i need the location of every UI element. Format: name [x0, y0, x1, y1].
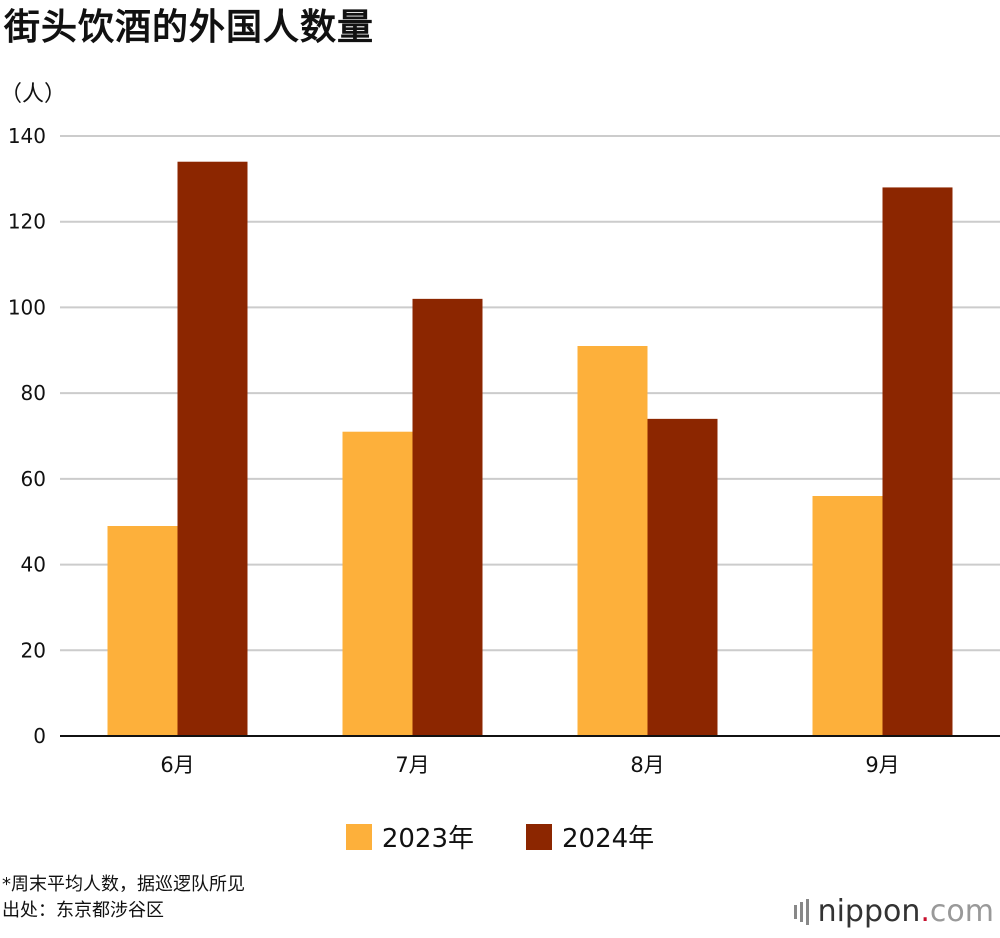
- nippon-logo: nippon. com: [793, 894, 994, 929]
- x-tick-label-9: 9月: [865, 753, 899, 777]
- brand-dot: .: [920, 894, 930, 929]
- y-tick-label-40: 40: [21, 553, 46, 577]
- bar-2023年-7月: [342, 431, 413, 736]
- bar-2024年-7月: [412, 298, 483, 736]
- footnote-source: 出处：东京都涉谷区: [2, 900, 164, 921]
- footnote-line-1: *周末平均人数，据巡逻队所见: [2, 874, 245, 895]
- legend-label-2023: 2023年: [381, 824, 474, 854]
- y-tick-label-120: 120: [8, 210, 46, 234]
- legend-label-2024: 2024年: [562, 824, 655, 854]
- legend: 2023年 2024年: [0, 818, 1000, 855]
- brand-name: nippon: [817, 894, 921, 929]
- chart-title: 街头饮酒的外国人数量: [4, 7, 375, 48]
- bar-2023年-8月: [577, 346, 648, 736]
- legend-swatch-2024: [526, 823, 552, 850]
- x-tick-label-8: 8月: [630, 753, 664, 777]
- bar-2024年-8月: [647, 418, 718, 736]
- nippon-bars-icon: [793, 898, 812, 925]
- y-tick-label-0: 0: [33, 724, 46, 748]
- bar-chart: 0 20 40 60 80 100 120 140 6月 7月 8月 9月: [8, 124, 1000, 777]
- legend-swatch-2023: [345, 823, 372, 850]
- x-tick-label-6: 6月: [160, 753, 194, 777]
- bar-2024年-6月: [177, 161, 248, 736]
- y-tick-label-60: 60: [21, 467, 46, 491]
- y-tick-label-20: 20: [21, 638, 46, 662]
- legend-item-2024: 2024年: [526, 818, 654, 855]
- legend-item-2023: 2023年: [345, 818, 474, 855]
- footnote: *周末平均人数，据巡逻队所见 出处：东京都涉谷区: [2, 872, 245, 924]
- y-tick-label-100: 100: [8, 295, 46, 319]
- brand-suffix: com: [929, 894, 994, 929]
- bar-2024年-9月: [882, 187, 953, 736]
- y-tick-label-80: 80: [21, 381, 46, 405]
- y-axis-unit-label: （人）: [0, 82, 67, 107]
- bar-2023年-9月: [812, 496, 883, 736]
- x-tick-label-7: 7月: [395, 753, 429, 777]
- y-tick-label-140: 140: [8, 124, 46, 148]
- bar-2023年-6月: [107, 526, 178, 736]
